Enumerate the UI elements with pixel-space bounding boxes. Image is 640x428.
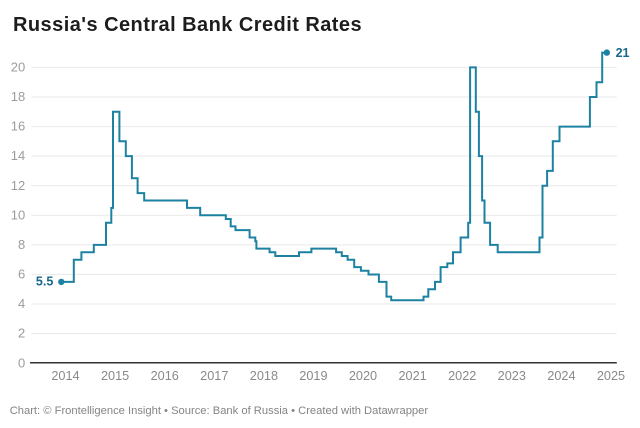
svg-text:2017: 2017 — [200, 369, 228, 383]
svg-text:2: 2 — [18, 326, 25, 341]
svg-text:2018: 2018 — [250, 369, 278, 383]
svg-text:2025: 2025 — [597, 369, 625, 383]
svg-text:0: 0 — [18, 355, 25, 370]
svg-text:8: 8 — [18, 237, 25, 252]
svg-text:2014: 2014 — [51, 369, 79, 383]
svg-text:Chart: © Frontelligence Insigh: Chart: © Frontelligence Insight • Source… — [10, 405, 429, 417]
svg-text:6: 6 — [18, 267, 25, 282]
svg-text:2024: 2024 — [547, 369, 575, 383]
svg-text:18: 18 — [11, 89, 25, 104]
svg-text:2022: 2022 — [448, 369, 476, 383]
svg-text:5.5: 5.5 — [36, 274, 53, 288]
svg-text:10: 10 — [11, 207, 25, 222]
svg-text:21: 21 — [616, 46, 630, 60]
svg-text:2020: 2020 — [349, 369, 377, 383]
svg-text:2016: 2016 — [151, 369, 179, 383]
svg-text:Russia's Central Bank Credit R: Russia's Central Bank Credit Rates — [13, 14, 362, 36]
svg-text:4: 4 — [18, 296, 25, 311]
svg-text:12: 12 — [11, 178, 25, 193]
svg-text:2023: 2023 — [498, 369, 526, 383]
svg-text:2021: 2021 — [398, 369, 426, 383]
svg-text:2015: 2015 — [101, 369, 129, 383]
svg-text:2019: 2019 — [299, 369, 327, 383]
svg-text:16: 16 — [11, 119, 25, 134]
svg-text:14: 14 — [11, 148, 25, 163]
svg-text:20: 20 — [11, 60, 25, 75]
